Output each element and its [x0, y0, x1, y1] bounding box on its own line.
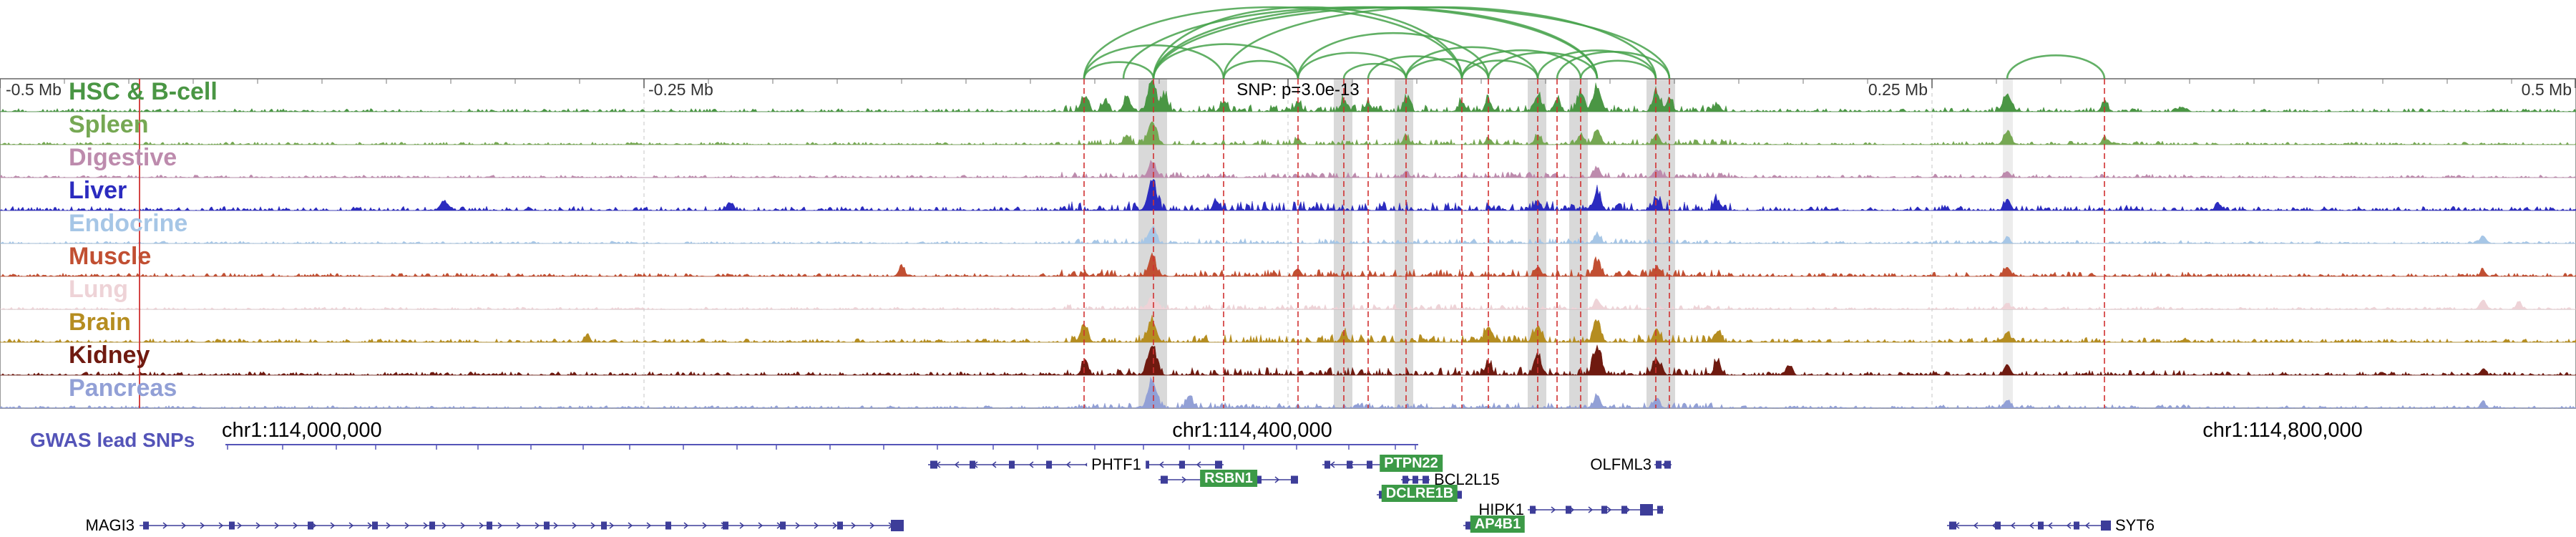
- gene-model-ap4b1: [1463, 521, 1524, 530]
- ruler-ticks: [0, 79, 2576, 88]
- gene-model-rsbn1: [1158, 475, 1298, 484]
- gene-model-syt6: [1947, 521, 2111, 531]
- gene-model-olfml3: [1654, 460, 1672, 469]
- gene-model-phtf1: [928, 460, 1224, 469]
- signal-track-kidney: [0, 344, 2576, 376]
- signal-track-hsc-b-cell: [0, 79, 2576, 112]
- interaction-arcs: [1083, 6, 2106, 79]
- gene-model-dclre1b: [1377, 490, 1462, 499]
- gene-model-magi3: [140, 520, 904, 531]
- signal-track-lung: [0, 296, 2576, 310]
- signal-track-liver: [0, 178, 2576, 211]
- gene-model-hipk1: [1528, 504, 1664, 516]
- signal-track-spleen: [0, 121, 2576, 145]
- signal-track-brain: [0, 314, 2576, 343]
- signal-track-digestive: [0, 160, 2576, 178]
- gwas-lead-snps-track: [225, 444, 1418, 450]
- gene-model-ptpn22: [1322, 460, 1442, 469]
- signal-track-muscle: [0, 252, 2576, 277]
- gene-model-bcl2l15: [1401, 475, 1430, 484]
- signal-track-pancreas: [0, 376, 2576, 409]
- snp-lines: [139, 79, 2105, 408]
- signal-track-endocrine: [0, 225, 2576, 244]
